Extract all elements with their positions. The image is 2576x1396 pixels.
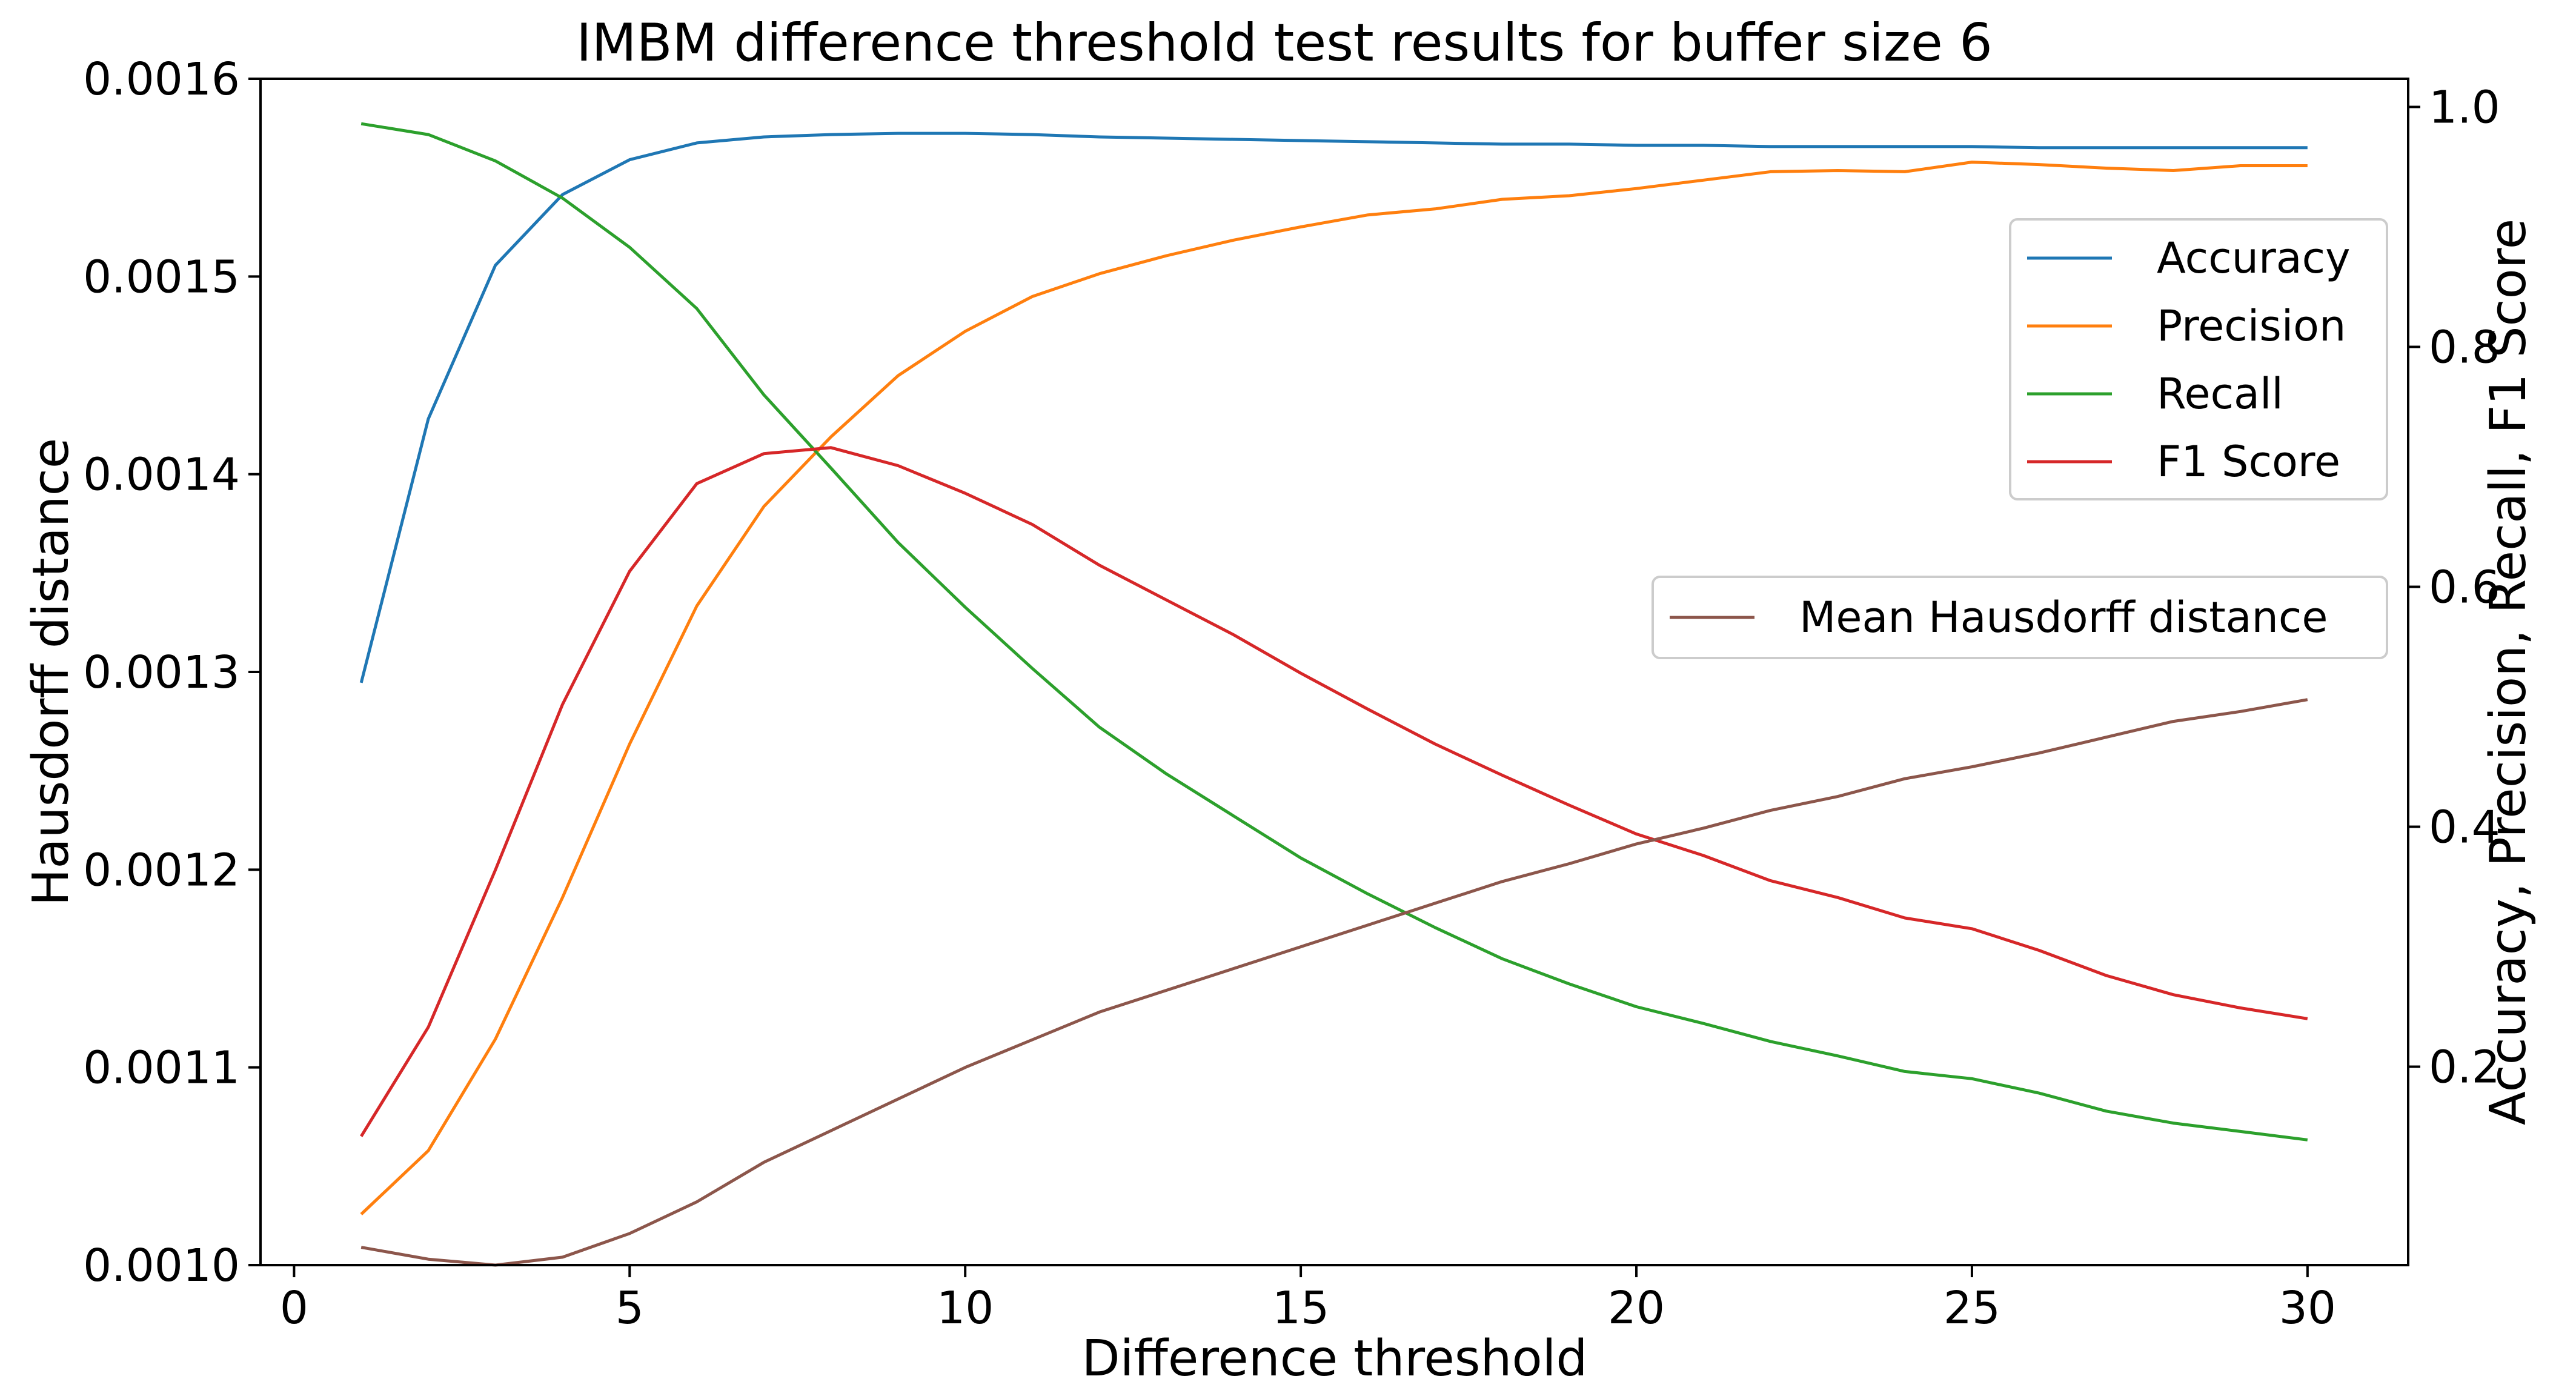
legend-metrics-frame bbox=[2009, 218, 2388, 500]
y-right-tick-label: 1.0 bbox=[2429, 82, 2500, 134]
legend-label-mean-hausdorff-distance: Mean Hausdorff distance bbox=[1799, 593, 2328, 642]
y-axis-left-label: Hausdorff distance bbox=[22, 438, 80, 906]
legend-label-precision: Precision bbox=[2157, 301, 2346, 351]
plot-lines bbox=[359, 122, 2308, 1267]
x-tick-label: 30 bbox=[2279, 1282, 2336, 1334]
legend-label-recall: Recall bbox=[2157, 369, 2283, 419]
legend-label-f1-score: F1 Score bbox=[2157, 437, 2340, 487]
y-left-tick-label: 0.0010 bbox=[83, 1240, 240, 1292]
y-left-tick-label: 0.0011 bbox=[83, 1042, 240, 1094]
y-axis-right: 0.2 0.4 0.6 0.8 1.0 bbox=[2408, 82, 2500, 1094]
y-left-tick-label: 0.0012 bbox=[83, 844, 240, 896]
y-axis-right-label: Accuracy, Precision, Recall, F1 Score bbox=[2480, 219, 2537, 1125]
y-axis-left: 0.0010 0.0011 0.0012 0.0013 0.0014 0.0015 0.00… bbox=[83, 53, 261, 1292]
x-tick-label: 25 bbox=[1944, 1282, 2000, 1334]
y-right-tick-label: 0.6 bbox=[2429, 562, 2500, 614]
y-left-tick-label: 0.0014 bbox=[83, 449, 240, 501]
chart-title: IMBM difference threshold test results f… bbox=[576, 13, 1993, 73]
y-right-tick-label: 0.8 bbox=[2429, 322, 2500, 374]
legend-metrics: Accuracy Precision Recall F1 Score bbox=[2009, 218, 2388, 500]
series-line-mean-hausdorff-distance bbox=[360, 698, 2308, 1267]
x-tick-label: 10 bbox=[937, 1282, 994, 1334]
series-line-accuracy bbox=[359, 131, 2308, 683]
y-left-tick-label: 0.0015 bbox=[83, 251, 240, 303]
y-right-tick-label: 0.2 bbox=[2429, 1042, 2500, 1094]
legend-label-accuracy: Accuracy bbox=[2157, 233, 2351, 283]
legend-hausdorff: Mean Hausdorff distance bbox=[1651, 576, 2388, 659]
x-tick-label: 15 bbox=[1272, 1282, 1329, 1334]
x-tick-label: 20 bbox=[1608, 1282, 1665, 1334]
series-line-f1-score bbox=[360, 446, 2308, 1137]
y-right-tick-label: 0.4 bbox=[2429, 802, 2500, 854]
x-tick-label: 5 bbox=[616, 1282, 644, 1334]
x-axis: 0 5 10 15 20 25 30 bbox=[280, 1265, 2336, 1334]
legend-hausdorff-frame bbox=[1651, 576, 2388, 659]
series-line-recall bbox=[360, 122, 2308, 1142]
series-line-precision bbox=[360, 161, 2308, 1215]
x-tick-label: 0 bbox=[280, 1282, 308, 1334]
y-left-tick-label: 0.0016 bbox=[83, 53, 240, 105]
x-axis-label: Difference threshold bbox=[1082, 1330, 1588, 1388]
y-left-tick-label: 0.0013 bbox=[83, 646, 240, 699]
